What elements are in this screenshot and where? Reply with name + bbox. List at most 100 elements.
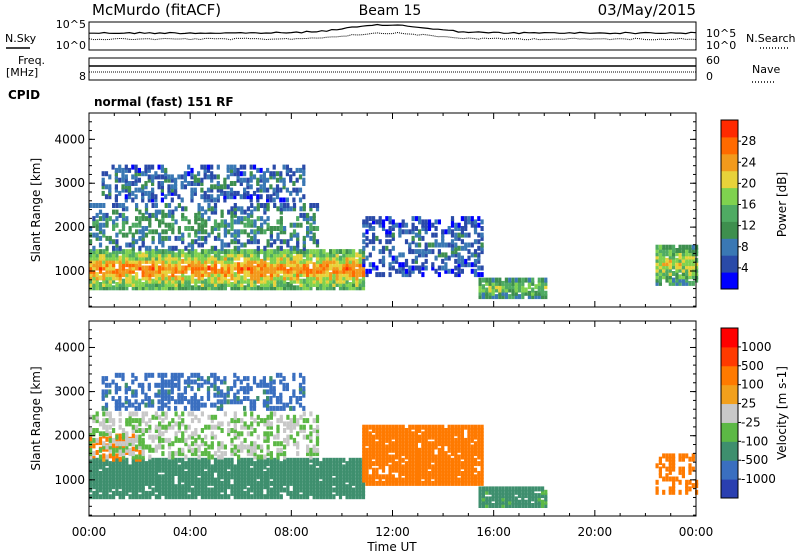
echo-cell [283,454,287,460]
echo-cell [378,444,382,450]
echo-cell [296,235,300,241]
echo-cell [335,477,339,483]
echo-cell [269,379,273,385]
echo-cell [279,405,283,411]
echo-cell [695,248,699,253]
echo-cell [362,441,366,447]
echo-cell [237,434,241,440]
echo-cell [160,402,164,408]
echo-cell [312,471,316,476]
echo-cell [672,251,676,257]
echo-cell [184,480,188,486]
echo-cell [398,447,402,453]
echo-cell [115,461,119,467]
echo-cell [421,219,425,225]
echo-cell [309,235,313,241]
echo-cell [233,434,237,440]
echo-cell [121,434,126,440]
echo-cell [230,249,234,255]
echo-cell [240,262,244,268]
echo-cell [391,480,395,486]
echo-cell [250,282,254,287]
echo-cell [269,487,273,493]
echo-cell [115,216,119,222]
echo-cell [220,389,224,395]
echo-cell [289,249,293,255]
echo-cell [187,376,191,382]
echo-cell [204,285,208,291]
echo-cell [141,444,145,450]
echo-cell [190,396,194,401]
echo-cell [89,282,93,287]
echo-cell [381,262,386,268]
echo-cell [104,405,109,411]
echo-cell [385,216,389,222]
echo-cell [187,411,191,417]
echo-cell [668,460,672,465]
echo-cell [276,226,280,231]
echo-cell [480,431,484,437]
echo-cell [273,239,277,245]
echo-cell [233,203,237,208]
echo-cell [164,402,168,408]
echo-cell [282,177,286,183]
echo-cell [501,493,505,499]
echo-cell [292,480,297,486]
echo-cell [174,421,178,427]
echo-cell [342,471,346,476]
echo-cell [695,257,699,263]
echo-cell [108,494,112,500]
echo-cell [220,268,224,274]
echo-cell [125,474,129,480]
echo-cell [467,428,471,433]
echo-cell [315,484,320,490]
nave-tick-bottom: 0 [706,70,713,83]
echo-cell [681,267,685,273]
echo-cell [138,278,142,284]
echo-cell [266,396,270,401]
echo-cell [372,447,376,453]
echo-cell [151,285,155,291]
echo-cell [473,252,478,258]
echo-cell [478,287,482,293]
echo-cell [279,249,283,255]
echo-cell [108,444,112,450]
echo-cell [95,461,99,467]
echo-cell [368,464,372,470]
echo-cell [289,474,293,480]
echo-cell [302,424,306,430]
echo-cell [672,261,676,267]
echo-cell [114,197,118,203]
echo-cell [358,258,362,264]
echo-cell [408,451,412,457]
echo-cell [378,431,382,437]
echo-cell [269,411,273,417]
echo-cell [164,171,168,177]
echo-cell [118,249,122,255]
echo-cell [421,471,425,476]
echo-cell [276,494,280,500]
echo-cell [252,174,257,180]
echo-cell [200,194,204,200]
echo-cell [485,287,489,293]
echo-cell [154,272,158,278]
echo-cell [302,411,306,417]
echo-cell [454,474,458,480]
echo-cell [98,494,103,500]
echo-cell [361,265,366,271]
echo-cell [292,471,297,476]
echo-cell [95,272,99,278]
echo-cell [144,396,148,401]
echo-cell [102,285,106,291]
echo-cell [118,372,122,378]
echo-cell [171,467,175,473]
echo-cell [427,434,432,440]
echo-cell [253,474,257,480]
echo-cell [273,467,277,473]
echo-cell [256,187,260,193]
echo-cell [295,187,299,193]
y-axis-label: Slant Range [km] [29,158,43,262]
echo-cell [95,450,99,455]
echo-cell [675,261,679,267]
echo-cell [365,461,369,467]
